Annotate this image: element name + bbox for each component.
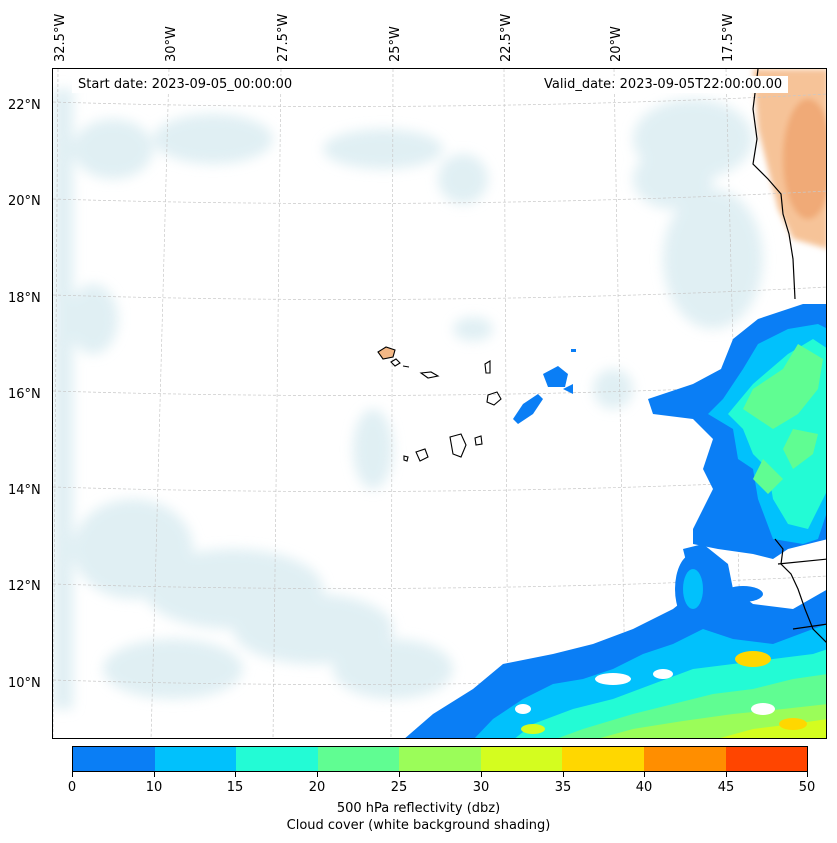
colorbar-title: 500 hPa reflectivity (dbz)	[336, 801, 501, 816]
lat-label-18n: 18°N	[8, 291, 41, 306]
colorbar-tick-label: 20	[308, 780, 326, 795]
land-heat-layer	[753, 69, 826, 249]
colorbar-tick-label: 0	[67, 780, 77, 795]
colorbar-tick	[154, 772, 155, 777]
coastline-africa	[752, 69, 826, 643]
lat-label-10n: 10°N	[8, 676, 41, 691]
colorbar-segment-3	[317, 747, 400, 771]
colorbar-tick	[317, 772, 318, 777]
colorbar-segment-4	[399, 747, 481, 771]
colorbar-tick	[235, 772, 236, 777]
colorbar-tick	[726, 772, 727, 777]
colorbar-tick-label: 10	[145, 780, 163, 795]
colorbar-tick-label: 50	[798, 780, 816, 795]
colorbar-tick-label: 35	[554, 780, 572, 795]
colorbar-segment-6	[562, 747, 644, 771]
lon-label-20w: 20°W	[609, 26, 624, 62]
colorbar-segment-2	[236, 747, 318, 771]
colorbar-tick-label: 30	[472, 780, 490, 795]
colorbar-subtitle: Cloud cover (white background shading)	[286, 818, 551, 833]
reflectivity-colorbar	[72, 746, 808, 772]
cabo-verde-islands	[377, 346, 502, 462]
lon-label-17-5w: 17.5°W	[721, 13, 736, 62]
map-canvas	[53, 69, 826, 738]
colorbar-tick	[563, 772, 564, 777]
reflectivity-small-cells	[513, 349, 576, 424]
colorbar-tick-label: 45	[717, 780, 735, 795]
lon-label-27-5w: 27.5°W	[276, 13, 291, 62]
colorbar-segment-7	[643, 747, 726, 771]
lat-label-14n: 14°N	[8, 483, 41, 498]
colorbar-tick	[644, 772, 645, 777]
lat-label-16n: 16°N	[8, 387, 41, 402]
colorbar-tick-label: 40	[635, 780, 653, 795]
lon-label-22-5w: 22.5°W	[499, 13, 514, 62]
map-panel	[52, 68, 827, 739]
colorbar-tick	[481, 772, 482, 777]
colorbar-segment-1	[154, 747, 237, 771]
lon-label-25w: 25°W	[388, 26, 403, 62]
colorbar-segment-0	[73, 747, 155, 771]
colorbar-tick-label: 15	[226, 780, 244, 795]
lat-label-20n: 20°N	[8, 194, 41, 209]
lon-label-30w: 30°W	[164, 26, 179, 62]
graticule	[53, 69, 826, 738]
colorbar-tick	[399, 772, 400, 777]
cloud-cover-layer	[53, 89, 763, 709]
valid-date-label: Valid_date: 2023-09-05T22:00:00.00	[538, 76, 789, 93]
colorbar-segment-8	[725, 747, 808, 771]
lon-label-32-5w: 32.5°W	[53, 13, 68, 62]
colorbar-tick	[807, 772, 808, 777]
reflectivity-east-band	[648, 304, 826, 559]
colorbar-tick-label: 25	[390, 780, 408, 795]
lat-label-12n: 12°N	[8, 579, 41, 594]
colorbar-tick	[72, 772, 73, 777]
reflectivity-south-band	[405, 544, 826, 738]
start-date-label: Start date: 2023-09-05_00:00:00	[72, 76, 299, 93]
lat-label-22n: 22°N	[8, 98, 41, 113]
colorbar-segment-5	[480, 747, 563, 771]
